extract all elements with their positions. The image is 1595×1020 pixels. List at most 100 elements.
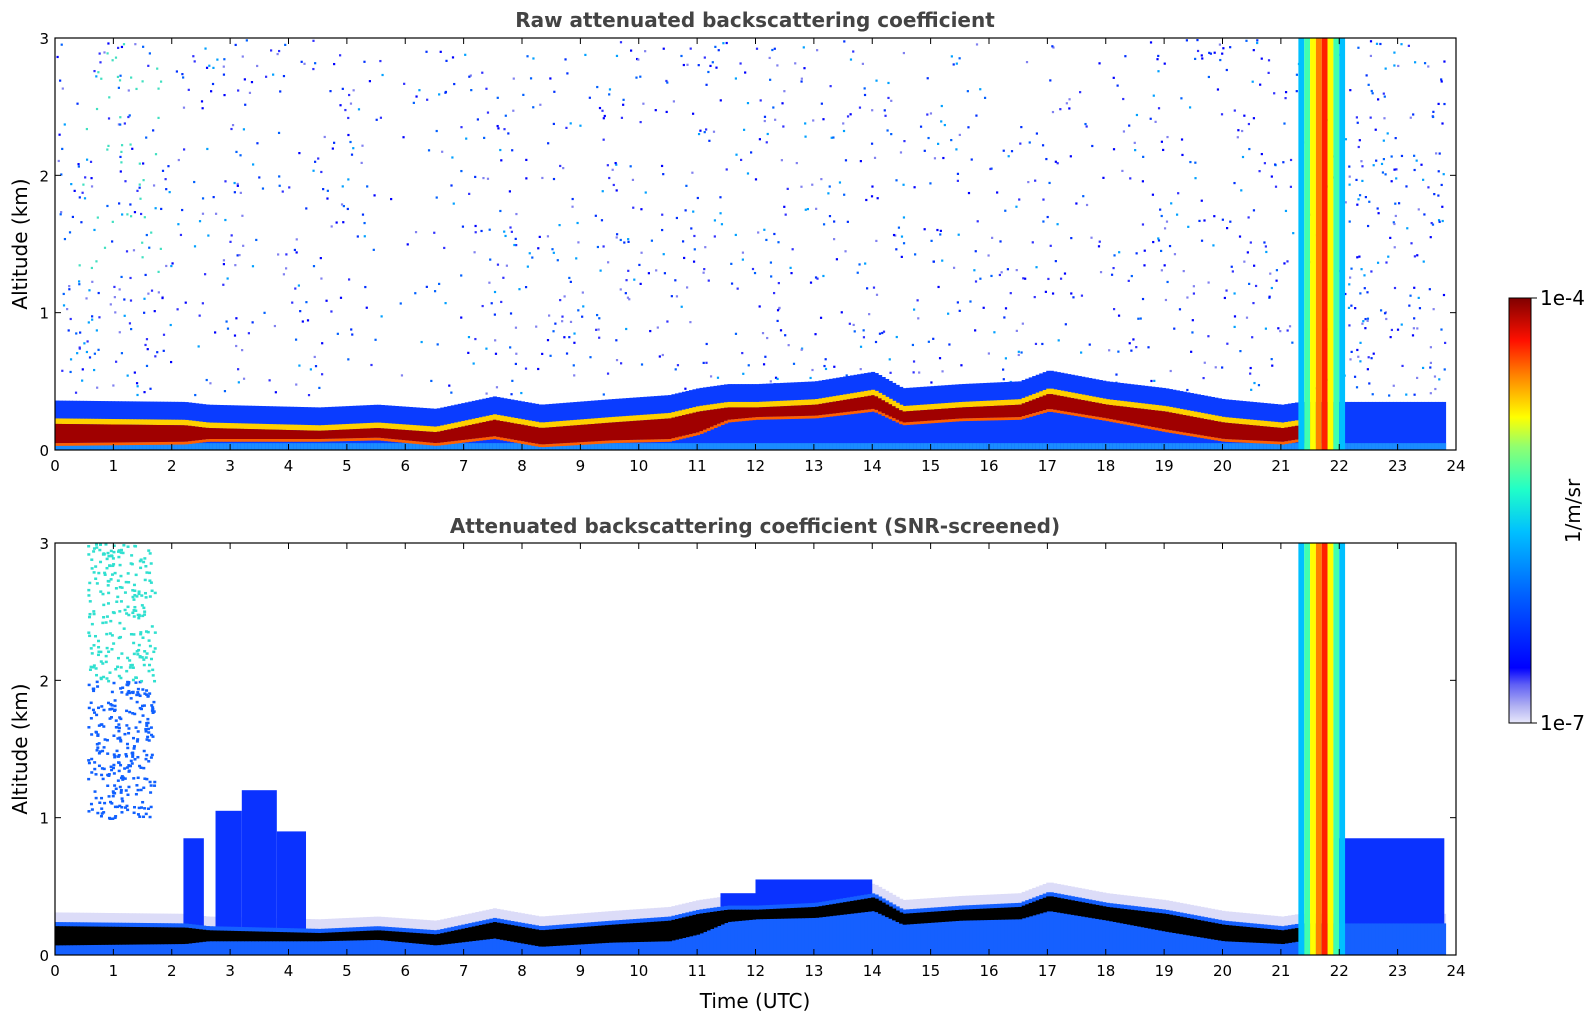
screened-core-column	[149, 927, 154, 945]
layer-core	[1084, 400, 1089, 415]
cirrus-pixel	[140, 656, 144, 659]
screened-blue-column	[328, 928, 333, 955]
layer-core	[321, 430, 326, 439]
cirrus-pixel	[109, 765, 113, 769]
noise-pixel	[224, 218, 227, 222]
layer-edge	[853, 392, 858, 399]
surface-column	[1214, 443, 1219, 450]
screened-blue-column	[958, 905, 963, 955]
layer-bottom-edge	[205, 439, 210, 442]
cirrus-pixel	[137, 693, 141, 696]
cirrus-pixel	[110, 554, 114, 557]
screened-blue-column	[1098, 901, 1103, 955]
noise-pixel	[117, 86, 120, 89]
noise-pixel	[820, 102, 823, 105]
faint-column	[1014, 893, 1019, 908]
noise-pixel	[329, 90, 332, 93]
noise-pixel	[1393, 286, 1397, 290]
noise-pixel	[317, 157, 320, 160]
faint-column	[496, 908, 501, 923]
cirrus-pixel	[138, 815, 142, 818]
noise-pixel	[61, 147, 64, 151]
layer-core	[818, 403, 823, 416]
layer-bottom-edge	[1200, 435, 1205, 439]
cirrus-pixel	[152, 650, 156, 654]
cirrus-pixel	[113, 708, 117, 712]
layer-bottom-edge	[1004, 417, 1009, 421]
noise-pixel	[882, 330, 886, 333]
layer-edge	[1186, 410, 1191, 416]
layer-core	[499, 421, 504, 438]
screened-core-column	[153, 927, 158, 945]
screened-blue-column	[1000, 903, 1005, 955]
noise-pixel	[1156, 58, 1159, 61]
layer-edge	[590, 418, 595, 424]
layer-core	[184, 425, 189, 442]
layer-core	[247, 429, 252, 440]
noise-pixel	[742, 372, 745, 375]
noise-pixel	[1355, 116, 1358, 119]
noise-pixel	[776, 309, 780, 312]
layer-core	[780, 406, 785, 417]
noise-pixel	[662, 253, 665, 256]
noise-pixel	[895, 179, 898, 182]
noise-pixel	[883, 109, 886, 112]
layer-bottom-edge	[552, 443, 557, 447]
noise-pixel	[1413, 154, 1416, 157]
layer-edge	[202, 421, 207, 428]
screened-blue-column	[345, 927, 350, 955]
noise-pixel	[142, 45, 145, 48]
surface-column	[303, 443, 308, 450]
noise-pixel	[294, 287, 297, 290]
layer-core	[520, 424, 525, 442]
noise-pixel	[600, 219, 604, 222]
faint-column	[352, 917, 357, 932]
noise-pixel	[942, 156, 945, 160]
layer-bottom-edge	[503, 438, 508, 441]
screened-blue-column	[902, 909, 907, 955]
noise-pixel	[800, 185, 803, 188]
layer-edge	[797, 399, 802, 406]
noise-pixel	[707, 279, 710, 282]
layer-core	[1294, 425, 1299, 440]
screened-core-column	[303, 932, 308, 942]
screened-core-column	[524, 927, 529, 945]
noise-pixel	[903, 140, 906, 143]
surface-column	[699, 443, 704, 450]
noise-pixel	[1130, 349, 1133, 352]
noise-pixel	[1367, 356, 1370, 359]
screened-blue-column	[265, 927, 270, 955]
noise-pixel	[1407, 44, 1410, 47]
noise-pixel	[323, 135, 326, 139]
cirrus-pixel	[108, 717, 112, 720]
noise-pixel	[871, 185, 874, 188]
faint-column	[345, 917, 350, 932]
noise-pixel	[1263, 162, 1266, 165]
surface-column	[125, 443, 130, 450]
surface-column	[1242, 443, 1247, 450]
layer-bottom-edge	[1133, 423, 1138, 427]
noise-pixel	[635, 76, 638, 79]
noise-pixel	[1098, 240, 1101, 243]
x-tick-label: 20	[1213, 457, 1232, 475]
layer-core	[867, 395, 872, 410]
layer-core	[986, 406, 991, 418]
noise-pixel	[778, 306, 781, 310]
faint-column	[1203, 907, 1208, 922]
layer-core	[709, 409, 715, 427]
cirrus-pixel	[107, 773, 111, 776]
surface-column	[1144, 443, 1149, 450]
cloud-stripe	[1298, 38, 1305, 450]
noise-pixel	[129, 276, 132, 280]
layer-core	[979, 406, 984, 418]
noise-pixel	[615, 189, 618, 192]
noise-pixel	[1080, 294, 1084, 297]
noise-pixel	[1070, 292, 1073, 295]
noise-pixel	[1363, 274, 1366, 277]
faint-column	[1165, 900, 1170, 915]
noise-pixel	[1134, 149, 1137, 152]
faint-column	[205, 916, 210, 931]
noise-pixel	[1401, 364, 1404, 368]
noise-pixel	[1411, 334, 1415, 337]
noise-pixel	[333, 141, 336, 144]
